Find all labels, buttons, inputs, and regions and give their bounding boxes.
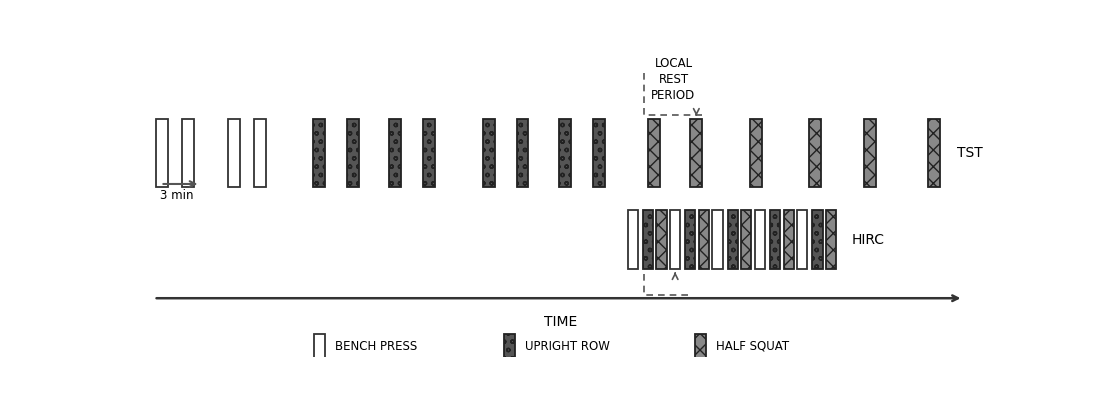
Bar [755,210,765,269]
Bar [389,119,401,187]
Bar [695,334,706,358]
Bar [648,119,660,187]
Bar [690,119,702,187]
Bar [628,210,638,269]
Bar [643,210,653,269]
Bar [728,210,737,269]
Bar [670,210,680,269]
Bar [826,210,836,269]
Bar [182,119,194,187]
Bar [504,334,515,358]
Bar [559,119,571,187]
Bar [423,119,435,187]
Bar [254,119,266,187]
Text: HIRC: HIRC [851,233,884,247]
Text: 3 min: 3 min [161,189,194,203]
Bar [656,210,666,269]
Bar [712,210,723,269]
Text: LOCAL
REST
PERIOD: LOCAL REST PERIOD [651,57,696,102]
Text: HALF SQUAT: HALF SQUAT [717,340,790,352]
Bar [482,119,494,187]
Bar [928,119,940,187]
Text: TIME: TIME [544,315,578,329]
Bar [749,119,761,187]
Bar [685,210,696,269]
Bar [156,119,168,187]
Text: TST: TST [957,146,984,160]
Text: BENCH PRESS: BENCH PRESS [335,340,417,352]
Bar [313,119,325,187]
Bar [314,334,325,358]
Bar [593,119,605,187]
Bar [742,210,752,269]
Bar [864,119,876,187]
Bar [516,119,528,187]
Bar [810,119,820,187]
Bar [699,210,709,269]
Bar [813,210,823,269]
Bar [229,119,241,187]
Bar [770,210,780,269]
Bar [347,119,359,187]
Bar [783,210,794,269]
Text: UPRIGHT ROW: UPRIGHT ROW [525,340,610,352]
Bar [798,210,807,269]
